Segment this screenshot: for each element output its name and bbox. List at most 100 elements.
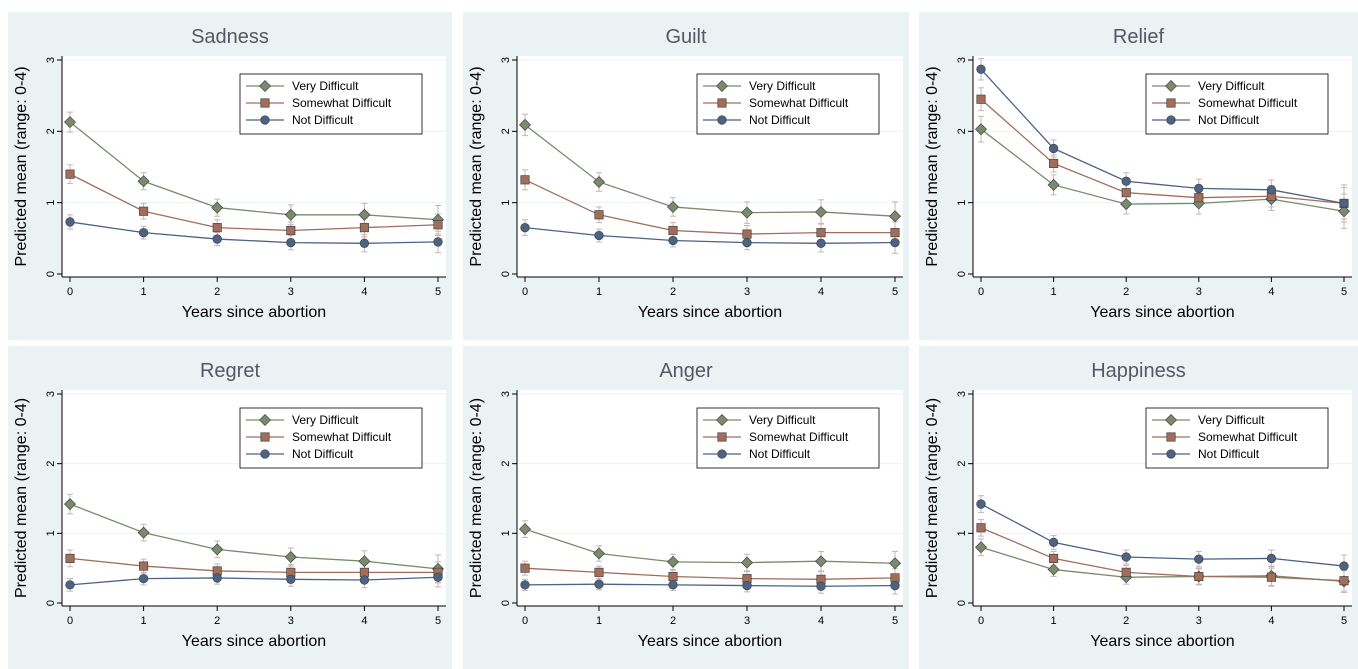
- legend-label: Very Difficult: [1198, 79, 1265, 93]
- x-tick-label: 1: [1051, 286, 1057, 298]
- x-tick-label: 0: [67, 615, 73, 627]
- series-very-difficult-point: [667, 200, 679, 213]
- series-not-difficult-point: [433, 237, 443, 247]
- series-not-difficult-point: [1194, 183, 1204, 194]
- series-somewhat-difficult-point: [594, 567, 604, 577]
- panel-sadness: Sadness 0 1 2 3 0 1 2 3 4 5 Years since abortion Pre…: [8, 12, 452, 340]
- legend-swatch-marker: [1165, 414, 1177, 426]
- series-not-difficult-point: [286, 237, 296, 248]
- series-very-difficult-point: [211, 201, 224, 214]
- x-tick-label: 5: [435, 615, 441, 627]
- series-not-difficult-point: [594, 579, 604, 589]
- x-tick-label: 2: [1123, 615, 1129, 627]
- x-tick-label: 2: [214, 615, 220, 627]
- series-somewhat-difficult-line: [69, 173, 439, 232]
- series-not-difficult-point: [1339, 198, 1349, 209]
- series-very-difficult-point: [358, 555, 371, 568]
- legend: Very Difficult Somewhat Difficult Not Diff…: [696, 407, 880, 469]
- legend-swatch-marker: [260, 449, 270, 459]
- series-very-difficult-point: [137, 175, 150, 188]
- series-not-difficult-point: [520, 580, 530, 590]
- x-tick-label: 2: [670, 286, 676, 298]
- y-tick-label: 3: [956, 391, 968, 397]
- x-axis-title: Years since abortion: [638, 304, 782, 321]
- series-not-difficult-point: [1048, 537, 1059, 548]
- series-not-difficult-point: [359, 238, 370, 248]
- series-somewhat-difficult-point: [286, 225, 296, 236]
- x-axis-title: Years since abortion: [182, 633, 326, 650]
- series-not-difficult-point: [668, 580, 678, 590]
- x-tick-label: 1: [141, 615, 147, 627]
- y-axis-title: Predicted mean (range: 0-4): [13, 398, 30, 598]
- series-somewhat-difficult-point: [1339, 576, 1349, 586]
- series-somewhat-difficult-point: [139, 561, 149, 571]
- x-tick-label: 5: [1341, 615, 1347, 627]
- y-tick-label: 0: [956, 271, 968, 277]
- y-tick-label: 2: [45, 128, 57, 134]
- legend-swatch-marker: [717, 98, 727, 108]
- legend-swatch-marker: [1165, 80, 1177, 92]
- series-somewhat-difficult-line: [524, 567, 896, 580]
- y-tick-label: 1: [956, 200, 968, 206]
- series-not-difficult-point: [890, 580, 900, 591]
- legend-label: Somewhat Difficult: [1198, 430, 1298, 444]
- series-not-difficult-point: [1266, 185, 1277, 195]
- x-tick-label: 2: [214, 286, 220, 298]
- y-tick-label: 1: [45, 200, 57, 206]
- legend-swatch-marker: [1166, 449, 1176, 459]
- series-very-difficult-line: [980, 128, 1345, 212]
- x-tick-label: 5: [892, 615, 898, 627]
- x-tick-label: 3: [1196, 286, 1202, 298]
- panel-title: Regret: [200, 360, 260, 382]
- legend-swatch-marker: [259, 414, 271, 426]
- x-axis-title: Years since abortion: [182, 304, 326, 321]
- x-tick-label: 3: [288, 615, 294, 627]
- y-tick-label: 2: [500, 461, 512, 467]
- series-very-difficult-point: [1120, 198, 1133, 211]
- series-not-difficult-line: [69, 576, 439, 586]
- legend-label: Not Difficult: [1198, 447, 1260, 461]
- legend-swatch-marker: [1166, 115, 1176, 125]
- series-somewhat-difficult-line: [980, 527, 1345, 582]
- series-very-difficult-point: [975, 541, 987, 554]
- series-very-difficult-point: [519, 118, 531, 131]
- series-very-difficult-point: [284, 551, 297, 564]
- y-tick-label: 3: [500, 391, 512, 397]
- series-very-difficult-point: [815, 205, 827, 218]
- series-somewhat-difficult-point: [65, 553, 75, 563]
- legend-swatch-marker: [1166, 98, 1176, 108]
- series-very-difficult-line: [69, 121, 439, 221]
- series-not-difficult-point: [286, 574, 296, 584]
- legend-swatch-marker: [716, 80, 728, 92]
- x-axis-title: Years since abortion: [1090, 304, 1234, 321]
- series-not-difficult-point: [1266, 553, 1277, 564]
- y-tick-label: 1: [500, 200, 512, 206]
- x-tick-label: 1: [596, 615, 602, 627]
- series-somewhat-difficult-point: [668, 571, 678, 582]
- series-somewhat-difficult-point: [359, 567, 369, 577]
- legend-box: [1145, 407, 1329, 469]
- legend-label: Somewhat Difficult: [1198, 96, 1298, 110]
- series-very-difficult-point: [137, 526, 150, 539]
- series-somewhat-difficult-line: [980, 98, 1345, 205]
- series-somewhat-difficult-point: [65, 169, 75, 179]
- legend-label: Very Difficult: [749, 413, 816, 427]
- legend-label: Not Difficult: [749, 447, 811, 461]
- series-very-difficult-point: [815, 555, 827, 568]
- series-very-difficult-point: [741, 206, 753, 219]
- panel-relief: Relief 0 1 2 3 0 1 2 3 4 5 Years since abortion Pred…: [919, 12, 1358, 340]
- y-axis-title: Predicted mean (range: 0-4): [468, 398, 485, 598]
- series-somewhat-difficult-point: [742, 229, 752, 239]
- y-tick-label: 3: [45, 391, 57, 397]
- legend: Very Difficult Somewhat Difficult Not Diff…: [239, 73, 423, 135]
- series-not-difficult-point: [976, 64, 986, 74]
- series-very-difficult-point: [889, 557, 901, 570]
- legend-box: [1145, 73, 1329, 135]
- series-very-difficult-point: [64, 116, 76, 129]
- x-tick-label: 4: [1268, 286, 1274, 298]
- x-tick-label: 4: [818, 286, 824, 298]
- y-tick-label: 1: [45, 530, 57, 536]
- x-axis-title: Years since abortion: [638, 633, 782, 650]
- series-very-difficult-point: [593, 547, 605, 560]
